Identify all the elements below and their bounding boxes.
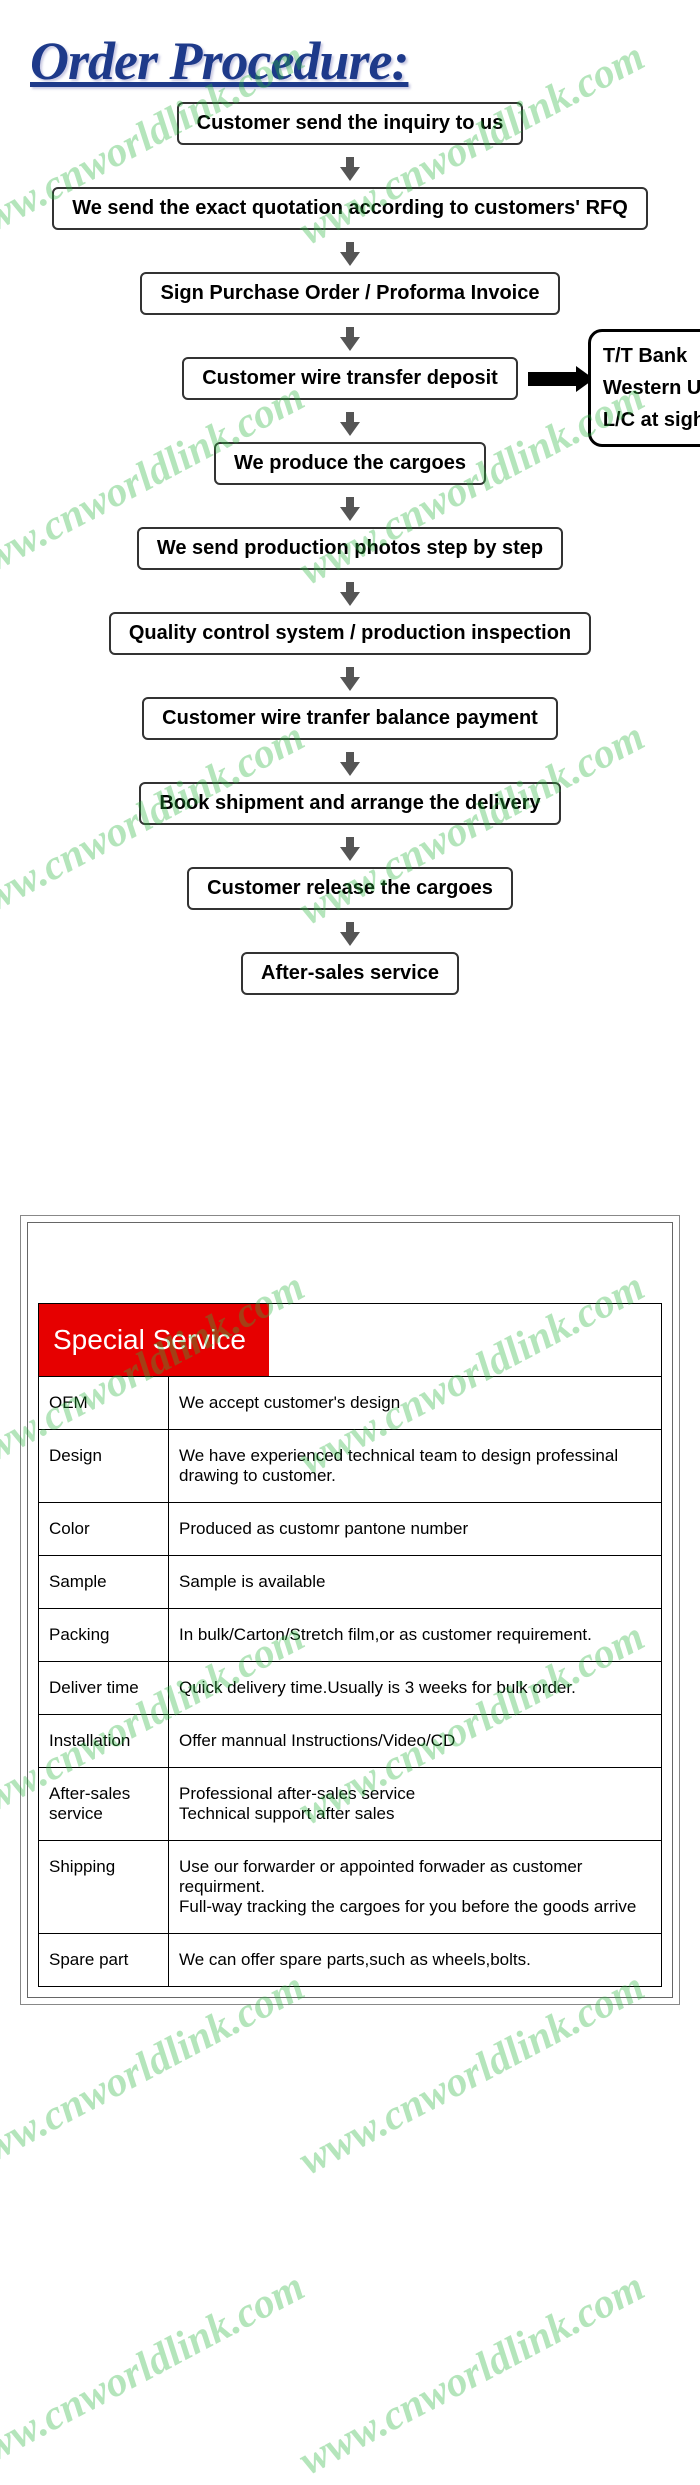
flow-step: Customer release the cargoes	[187, 867, 513, 910]
arrow-down-icon	[342, 831, 358, 861]
service-value: Quick delivery time.Usually is 3 weeks f…	[169, 1662, 662, 1715]
flow-step: We send production photos step by step	[137, 527, 563, 570]
flow-step: Customer send the inquiry to us	[177, 102, 524, 145]
arrow-down-icon	[342, 576, 358, 606]
arrow-down-icon	[342, 321, 358, 351]
table-row: DesignWe have experienced technical team…	[39, 1430, 662, 1503]
service-value: Sample is available	[169, 1556, 662, 1609]
service-key: After-sales service	[39, 1768, 169, 1841]
service-header-cell: Special Service	[39, 1304, 662, 1377]
arrow-down-icon	[342, 236, 358, 266]
watermark-text: www.cnworldlink.com	[291, 2263, 652, 2485]
table-row: PackingIn bulk/Carton/Stretch film,or as…	[39, 1609, 662, 1662]
payment-option: Western Union	[603, 372, 700, 404]
special-service-section: Special ServiceOEMWe accept customer's d…	[0, 1195, 700, 2025]
table-row: SampleSample is available	[39, 1556, 662, 1609]
table-row: InstallationOffer mannual Instructions/V…	[39, 1715, 662, 1768]
service-table: Special ServiceOEMWe accept customer's d…	[38, 1303, 662, 1987]
service-key: Shipping	[39, 1841, 169, 1934]
service-key: Color	[39, 1503, 169, 1556]
table-row: After-sales serviceProfessional after-sa…	[39, 1768, 662, 1841]
payment-option: L/C at sight	[603, 404, 700, 436]
arrow-right-icon	[528, 372, 578, 386]
flowchart: Customer send the inquiry to us We send t…	[0, 102, 700, 995]
flow-step: Book shipment and arrange the delivery	[139, 782, 560, 825]
table-row: ColorProduced as customr pantone number	[39, 1503, 662, 1556]
payment-options-box: T/T BankWestern UnionL/C at sight	[588, 329, 700, 447]
service-outer-border: Special ServiceOEMWe accept customer's d…	[20, 1215, 680, 2005]
service-value: Professional after-sales serviceTechnica…	[169, 1768, 662, 1841]
service-value: We can offer spare parts,such as wheels,…	[169, 1934, 662, 1987]
watermark-text: www.cnworldlink.com	[0, 2263, 312, 2485]
service-key: Design	[39, 1430, 169, 1503]
order-procedure-section: Order Procedure: Customer send the inqui…	[0, 0, 700, 1055]
arrow-down-icon	[342, 151, 358, 181]
flow-step: Customer wire tranfer balance payment	[142, 697, 558, 740]
table-header-row: Special Service	[39, 1304, 662, 1377]
payment-option: T/T Bank	[603, 340, 700, 372]
table-row: Spare partWe can offer spare parts,such …	[39, 1934, 662, 1987]
table-row: OEMWe accept customer's design	[39, 1377, 662, 1430]
service-header: Special Service	[39, 1304, 269, 1376]
arrow-down-icon	[342, 746, 358, 776]
service-value: Produced as customr pantone number	[169, 1503, 662, 1556]
flow-step: We produce the cargoes	[214, 442, 486, 485]
service-value: We accept customer's design	[169, 1377, 662, 1430]
service-key: Spare part	[39, 1934, 169, 1987]
service-key: OEM	[39, 1377, 169, 1430]
table-row: Deliver timeQuick delivery time.Usually …	[39, 1662, 662, 1715]
flow-step: Sign Purchase Order / Proforma Invoice	[140, 272, 559, 315]
arrow-down-icon	[342, 916, 358, 946]
flow-step-with-branch: Customer wire transfer depositT/T BankWe…	[182, 357, 518, 400]
page-root: Order Procedure: Customer send the inqui…	[0, 0, 700, 2025]
flow-step: Quality control system / production insp…	[109, 612, 591, 655]
service-value: We have experienced technical team to de…	[169, 1430, 662, 1503]
page-title: Order Procedure:	[30, 30, 700, 92]
flow-step: Customer wire transfer deposit	[182, 357, 518, 400]
table-row: ShippingUse our forwarder or appointed f…	[39, 1841, 662, 1934]
service-value: In bulk/Carton/Stretch film,or as custom…	[169, 1609, 662, 1662]
arrow-down-icon	[342, 491, 358, 521]
flow-step: After-sales service	[241, 952, 459, 995]
service-inner-border: Special ServiceOEMWe accept customer's d…	[27, 1222, 673, 1998]
service-key: Packing	[39, 1609, 169, 1662]
service-value: Use our forwarder or appointed forwader …	[169, 1841, 662, 1934]
arrow-down-icon	[342, 661, 358, 691]
arrow-down-icon	[342, 406, 358, 436]
service-key: Sample	[39, 1556, 169, 1609]
service-key: Installation	[39, 1715, 169, 1768]
flow-step: We send the exact quotation according to…	[52, 187, 648, 230]
service-key: Deliver time	[39, 1662, 169, 1715]
service-value: Offer mannual Instructions/Video/CD	[169, 1715, 662, 1768]
